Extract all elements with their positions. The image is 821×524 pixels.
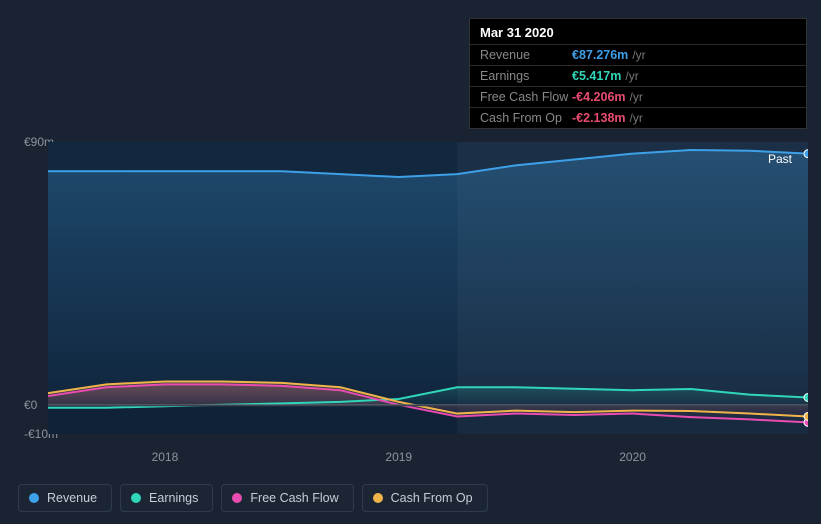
series-marker — [804, 150, 808, 158]
tooltip-row: Cash From Op-€2.138m/yr — [470, 107, 806, 128]
legend-item-free-cash-flow[interactable]: Free Cash Flow — [221, 484, 353, 512]
tooltip-row-unit: /yr — [632, 48, 645, 62]
past-marker-label: Past — [768, 152, 792, 166]
tooltip-row-value: €5.417m — [572, 69, 621, 83]
legend-swatch — [131, 493, 141, 503]
legend-swatch — [232, 493, 242, 503]
legend-label: Free Cash Flow — [250, 491, 338, 505]
series-area-revenue — [48, 150, 808, 405]
tooltip-row-label: Earnings — [480, 69, 572, 83]
tooltip-row: Earnings€5.417m/yr — [470, 65, 806, 86]
tooltip-row-value: -€2.138m — [572, 111, 626, 125]
legend-item-earnings[interactable]: Earnings — [120, 484, 213, 512]
tooltip-row-unit: /yr — [630, 90, 643, 104]
x-axis-label: 2018 — [152, 450, 179, 464]
series-marker — [804, 412, 808, 420]
legend-item-cash-from-op[interactable]: Cash From Op — [362, 484, 488, 512]
legend-label: Revenue — [47, 491, 97, 505]
hover-tooltip: Mar 31 2020 Revenue€87.276m/yrEarnings€5… — [469, 18, 807, 129]
y-axis-label: €0 — [24, 398, 37, 412]
tooltip-row-unit: /yr — [625, 69, 638, 83]
tooltip-row-label: Cash From Op — [480, 111, 572, 125]
legend-label: Cash From Op — [391, 491, 473, 505]
tooltip-date: Mar 31 2020 — [470, 19, 806, 44]
tooltip-row-label: Free Cash Flow — [480, 90, 572, 104]
chart-legend: Revenue Earnings Free Cash Flow Cash From O… — [18, 484, 488, 512]
plot-area[interactable] — [48, 142, 808, 434]
x-axis-label: 2019 — [385, 450, 412, 464]
tooltip-row-value: -€4.206m — [572, 90, 626, 104]
legend-item-revenue[interactable]: Revenue — [18, 484, 112, 512]
tooltip-row-label: Revenue — [480, 48, 572, 62]
tooltip-row-unit: /yr — [630, 111, 643, 125]
legend-swatch — [373, 493, 383, 503]
legend-swatch — [29, 493, 39, 503]
tooltip-row: Revenue€87.276m/yr — [470, 44, 806, 65]
x-axis-label: 2020 — [619, 450, 646, 464]
tooltip-row-value: €87.276m — [572, 48, 628, 62]
legend-label: Earnings — [149, 491, 198, 505]
financials-chart[interactable]: €90m€0-€10m Past 201820192020 — [0, 118, 821, 478]
series-marker — [804, 394, 808, 402]
tooltip-row: Free Cash Flow-€4.206m/yr — [470, 86, 806, 107]
